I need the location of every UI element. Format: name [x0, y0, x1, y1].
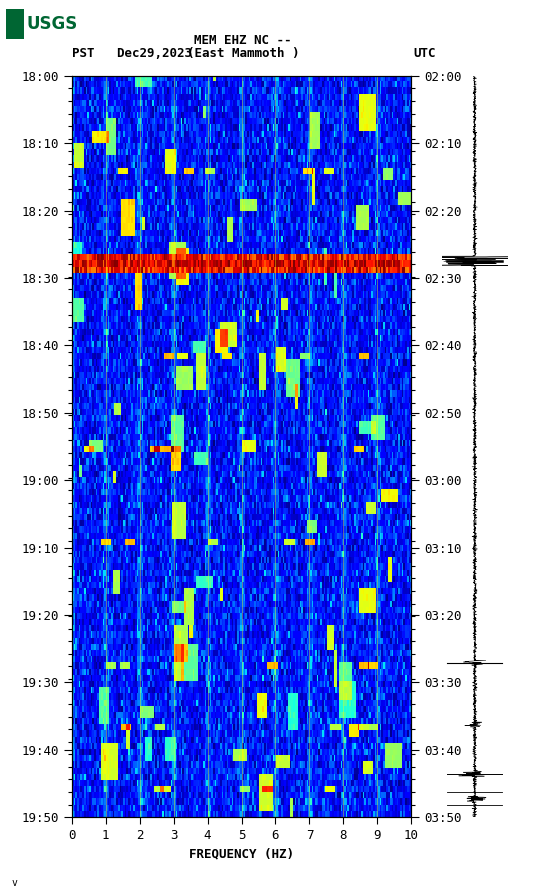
- Text: MEM EHZ NC --: MEM EHZ NC --: [194, 34, 291, 46]
- Text: PST   Dec29,2023: PST Dec29,2023: [72, 47, 192, 60]
- Text: USGS: USGS: [26, 15, 78, 33]
- Text: v: v: [11, 878, 17, 888]
- Text: UTC: UTC: [413, 47, 436, 60]
- X-axis label: FREQUENCY (HZ): FREQUENCY (HZ): [189, 847, 294, 861]
- Text: (East Mammoth ): (East Mammoth ): [187, 47, 299, 60]
- Bar: [6, 9, 24, 39]
